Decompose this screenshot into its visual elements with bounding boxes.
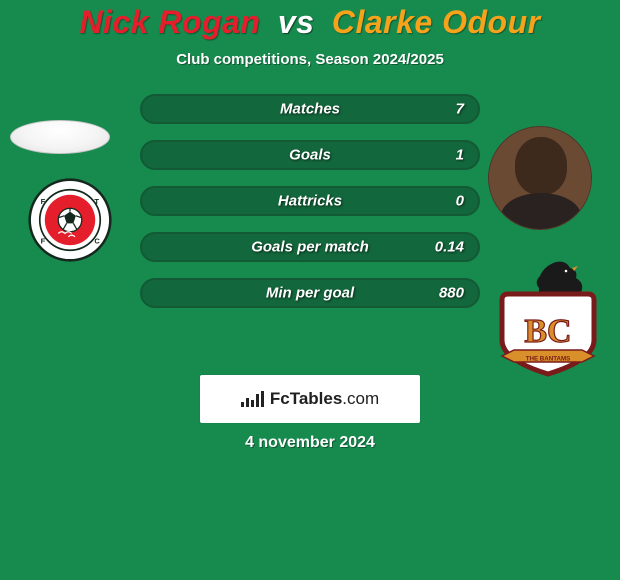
bar-chart-icon xyxy=(241,391,264,407)
title-player1: Nick Rogan xyxy=(79,4,260,40)
stat-label: Hattricks xyxy=(278,193,342,210)
player2-club-crest: BC AFC THE BANTAMS xyxy=(496,260,600,378)
brand-light: .com xyxy=(342,389,379,408)
crest2-banner-text: THE BANTAMS xyxy=(526,356,571,363)
player2-avatar xyxy=(488,126,592,230)
stat-value: 0.14 xyxy=(435,239,464,256)
player1-club-crest: F T F C xyxy=(28,178,112,262)
brand-badge: FcTables.com xyxy=(200,375,420,423)
player1-avatar xyxy=(10,120,110,154)
stat-label: Goals per match xyxy=(251,239,369,256)
brand-text: FcTables.com xyxy=(270,389,379,409)
stat-row: Hattricks 0 xyxy=(140,186,480,216)
svg-text:F: F xyxy=(41,237,46,246)
svg-text:BC: BC xyxy=(524,313,571,350)
stat-value: 0 xyxy=(456,193,464,210)
title-vs: vs xyxy=(278,4,315,40)
stat-value: 880 xyxy=(439,285,464,302)
date-text: 4 november 2024 xyxy=(0,434,620,452)
svg-text:F: F xyxy=(41,197,46,206)
comparison-card: Nick Rogan vs Clarke Odour Club competit… xyxy=(0,0,620,580)
stat-row: Matches 7 xyxy=(140,94,480,124)
stats-list: Matches 7 Goals 1 Hattricks 0 Goals per match 0… xyxy=(140,94,480,308)
stat-label: Min per goal xyxy=(266,285,354,302)
stat-value: 7 xyxy=(456,101,464,118)
svg-text:C: C xyxy=(94,237,100,246)
subtitle: Club competitions, Season 2024/2025 xyxy=(0,51,620,68)
crest-icon: BC AFC THE BANTAMS xyxy=(496,260,600,378)
stat-value: 1 xyxy=(456,147,464,164)
stat-label: Goals xyxy=(289,147,331,164)
stat-row: Goals 1 xyxy=(140,140,480,170)
title-player2: Clarke Odour xyxy=(332,4,541,40)
svg-text:T: T xyxy=(94,197,99,206)
page-title: Nick Rogan vs Clarke Odour xyxy=(0,0,620,41)
stat-row: Min per goal 880 xyxy=(140,278,480,308)
brand-bold: FcTables xyxy=(270,389,342,408)
crest-icon: F T F C xyxy=(28,178,112,262)
stat-row: Goals per match 0.14 xyxy=(140,232,480,262)
stat-label: Matches xyxy=(280,101,340,118)
